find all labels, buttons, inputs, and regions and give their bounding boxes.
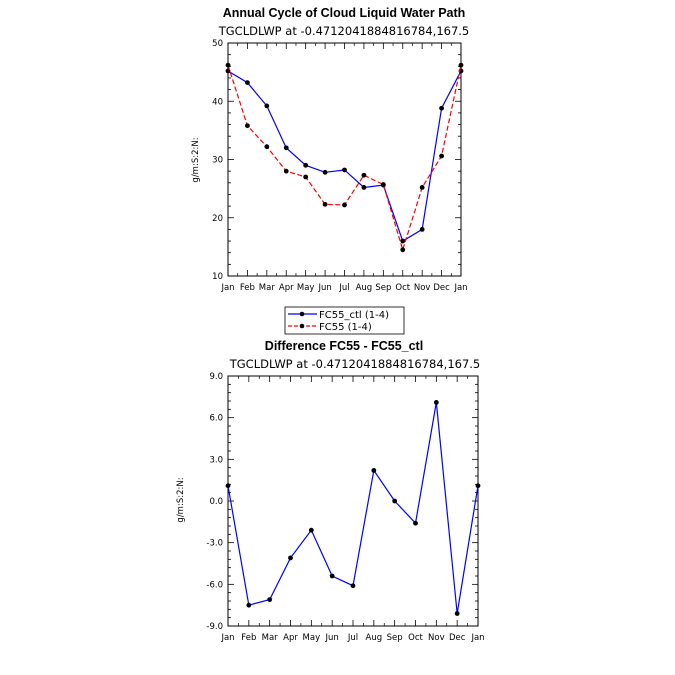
chart1-subtitle: TGCLDLWP at -0.4712041884816784,167.5 [218,24,470,38]
chart2-xtick-label: Nov [428,633,445,643]
chart1-series-1-point [361,172,367,178]
chart2-xtick-label: May [303,633,321,643]
chart2-frame [227,375,479,627]
chart1-series-1-point [225,62,231,68]
chart1-series-0-line [227,70,462,242]
chart2-xtick-label: Feb [241,633,256,643]
chart1-series-1-point [303,174,309,180]
chart2-series-0-point [267,597,273,603]
chart2-series-0-point [475,483,481,489]
chart2-series-0-point [392,498,398,504]
legend-box [284,306,405,335]
chart1-series-0-point [342,167,347,173]
chart2-ytick-label: 3.0 [209,455,223,465]
legend-label-ctl: FC55_ctl (1-4) [319,310,389,321]
chart1-xtick-label: Mar [259,283,276,293]
chart2-series-0-point [413,520,418,526]
chart2-series-0-line [227,402,479,614]
legend-marker-fc55 [299,323,305,329]
chart1-series-0-point [264,103,270,109]
chart1-xtick-label: Nov [414,283,431,293]
chart2-xtick-label: Oct [408,633,423,643]
chart1-xtick-label: Aug [356,283,373,293]
chart1-ytick-label: 50 [212,39,223,49]
chart2-xtick-label: Dec [449,633,466,643]
chart2-series-0-point [329,573,335,579]
chart2-title: Difference FC55 - FC55_ctl [265,339,423,353]
chart1-title: Annual Cycle of Cloud Liquid Water Path [223,6,466,20]
chart1-xtick-label: Jul [338,283,349,293]
chart1-series-0-point [419,227,425,232]
chart1-ytick-label: 30 [212,156,223,166]
chart2-xtick-label: Mar [262,633,279,643]
chart2-series-0-point [433,399,439,405]
chart2-ytick-label: 6.0 [209,414,223,424]
chart1-xtick-label: Apr [279,283,294,293]
chart1-xtick-label: Jan [453,283,467,293]
legend-label-fc55: FC55 (1-4) [319,322,372,333]
chart2-xtick-label: Aug [366,633,383,643]
chart2-series-0-point [225,483,231,489]
chart2-series-0-point [246,602,252,608]
chart1-xtick-label: Feb [240,283,255,293]
chart2-xtick-label: Jan [470,633,484,643]
chart1-ytick-label: 40 [212,97,223,107]
chart1-xtick-label: Jan [220,283,234,293]
chart1-series-1-point [342,202,347,208]
chart1-xtick-label: Sep [375,283,391,293]
chart2-ytick-label: 0.0 [209,497,223,507]
chart1-series-0-point [322,169,328,175]
chart1-ytick-label: 20 [212,214,223,224]
chart1-series-1-point [322,201,328,207]
chart2-series-0-point [308,527,314,533]
chart1-xtick-label: May [297,283,315,293]
chart2-series-0-point [454,611,460,616]
chart2-series-0-point [371,468,377,473]
chart2-xtick-label: Jun [325,633,339,643]
chart2-ytick-label: -3.0 [206,539,223,549]
chart2-plot: Jan Feb Mar Apr May Jun Jul Aug Sep Oct Nov Dec Jan-… [206,372,484,643]
chart2-xtick-label: Jul [347,633,358,643]
chart1-ytick-label: 10 [212,272,223,282]
chart2-ytick-label: -6.0 [206,580,223,590]
chart1-series-1-point [283,168,289,174]
chart1-series-0-point [361,185,367,190]
chart1-series-1-point [264,144,270,150]
chart1-series-0-point [283,145,289,151]
chart1-series-1-point [439,153,444,159]
chart2-ytick-label: 9.0 [209,372,223,382]
chart1-legend: FC55_ctl (1-4) FC55 (1-4) [284,306,405,335]
chart1-series-0-point [439,105,444,111]
chart1-series-1-point [458,62,464,68]
chart2-xtick-label: Apr [283,633,298,643]
chart1-series-1-point [419,185,425,190]
chart1-xtick-label: Dec [433,283,450,293]
chart2-ytick-label: -9.0 [206,622,223,632]
chart2-series-0-point [350,583,356,589]
chart1-series-1-line [227,64,462,252]
chart2-subtitle: TGCLDLWP at -0.4712041884816784,167.5 [229,357,481,371]
chart1-series-1-point [380,182,386,187]
chart1-series-1-point [400,247,406,253]
chart1-series-0-point [245,80,250,86]
chart1-series-0-point [400,238,406,244]
chart1-xtick-label: Jun [317,283,331,293]
chart2-xtick-label: Jan [220,633,234,643]
legend-marker-ctl [299,311,305,317]
chart2-xtick-label: Sep [387,633,403,643]
chart1-plot: Jan Feb Mar Apr May Jun Jul Aug Sep Oct Nov Dec Jan1… [212,39,467,293]
chart1-series-0-point [303,162,309,168]
chart2-ylabel: g/m:S:2:N: [176,477,186,522]
chart1-ylabel: g/m:S:2:N: [191,137,201,182]
chart1-series-1-point [245,123,250,129]
chart1-xtick-label: Oct [395,283,410,293]
chart1-frame [227,42,462,277]
chart2-series-0-point [288,555,293,561]
